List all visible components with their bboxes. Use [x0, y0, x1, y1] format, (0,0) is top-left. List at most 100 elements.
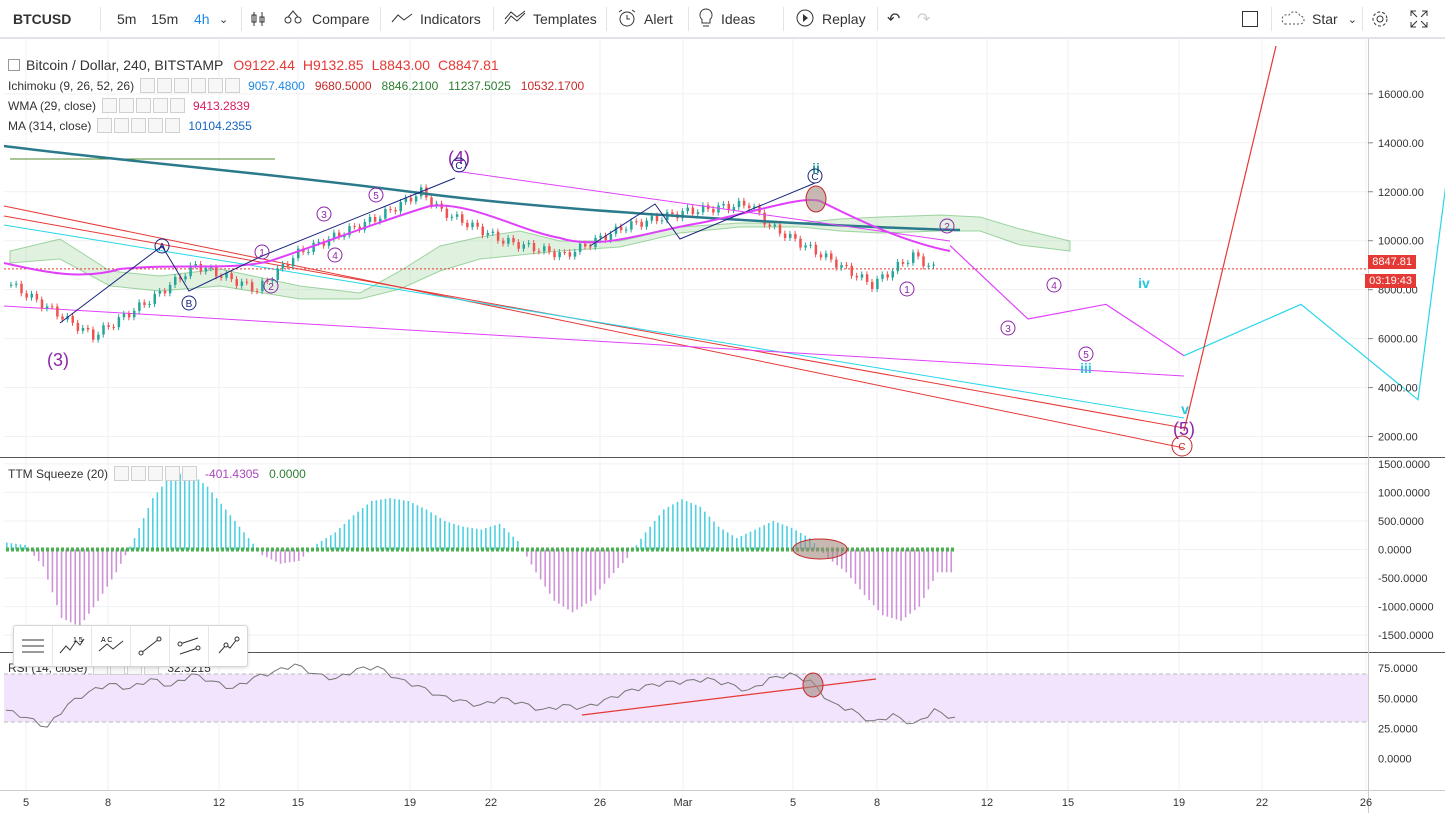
indicator-controls[interactable] — [140, 78, 242, 93]
alert-label: Alert — [644, 11, 673, 27]
series-legend: Bitcoin / Dollar, 240, BITSTAMP O9122.44… — [8, 57, 507, 73]
ttm-bar — [393, 498, 396, 550]
ttm-bar — [266, 549, 268, 558]
candle-body — [476, 222, 479, 227]
candle-body — [901, 261, 905, 264]
candle-body — [430, 197, 433, 206]
ttm-bar — [868, 549, 870, 601]
star-button[interactable]: Star ⌄ — [1279, 0, 1357, 38]
chart-area[interactable]: (3) (4) (5) ii iii iv v A B C 1 2 3 4 5 1 2 3 4 5 C C 2000.00… — [0, 38, 1445, 813]
divider — [1362, 7, 1363, 31]
candle-body — [92, 329, 95, 340]
ttm-bar — [704, 511, 706, 550]
ttm-bar — [352, 515, 355, 550]
ttm-bar — [407, 500, 410, 550]
candle-body — [327, 238, 331, 246]
candle-body — [712, 208, 715, 213]
settings-gear-icon[interactable] — [1370, 0, 1390, 38]
ttm-bar — [567, 549, 569, 610]
expand-icon[interactable] — [1410, 0, 1428, 38]
ttm-bar — [886, 549, 889, 617]
templates-button[interactable]: Templates — [504, 0, 597, 38]
alert-button[interactable]: Alert — [617, 0, 673, 38]
ttm-bar — [863, 549, 866, 596]
candle-body — [184, 276, 187, 280]
chevron-down-icon: ⌄ — [1347, 13, 1357, 26]
channel-icon[interactable] — [170, 626, 209, 666]
candle-body — [112, 326, 115, 328]
time-axis-tick: 8 — [105, 797, 111, 809]
compare-label: Compare — [312, 11, 370, 27]
candle-body — [789, 233, 792, 238]
time-axis-tick: 5 — [790, 797, 796, 809]
time-axis-tick: 5 — [23, 797, 29, 809]
wave-label: 3 — [1005, 324, 1011, 335]
candle-body — [363, 221, 367, 230]
ttm-bar — [462, 526, 464, 550]
elliott-correction-icon[interactable]: A C — [92, 626, 131, 666]
candle-body — [471, 222, 474, 228]
interval-5m[interactable]: 5m — [117, 11, 137, 27]
candle-body — [619, 226, 623, 231]
ttm-bar — [685, 501, 688, 550]
candles-icon[interactable] — [249, 0, 267, 38]
indicator-controls[interactable] — [114, 466, 199, 481]
fullscreen-square-icon[interactable] — [1241, 0, 1259, 38]
wave-label: 5 — [373, 191, 379, 202]
interval-4h[interactable]: 4h — [194, 11, 210, 27]
interval-15m[interactable]: 15m — [151, 11, 179, 27]
trend-line-icon[interactable] — [131, 626, 170, 666]
indicator-controls[interactable] — [97, 118, 182, 133]
candle-body — [532, 243, 536, 252]
candle-body — [548, 246, 551, 252]
ttm-bar — [640, 538, 642, 550]
ttm-bar — [594, 549, 597, 596]
ttm-bar — [19, 544, 22, 550]
indicator-controls[interactable] — [102, 98, 187, 113]
candle-body — [804, 245, 807, 248]
price-axis-tick: 10000.00 — [1378, 236, 1424, 248]
collapse-icon[interactable] — [8, 59, 20, 71]
ttm-bar — [371, 500, 373, 550]
chevron-down-icon[interactable]: ⌄ — [219, 13, 229, 26]
candle-body — [604, 235, 607, 240]
ttm-bar — [941, 549, 943, 573]
candle-body — [127, 313, 131, 318]
candle-body — [578, 243, 582, 252]
ttm-bar — [56, 549, 58, 606]
ttm-bar — [298, 549, 300, 561]
candle-body — [645, 220, 648, 227]
redo-icon[interactable]: ↷ — [917, 11, 931, 28]
ttm-bar — [275, 549, 277, 562]
path-icon[interactable] — [209, 626, 247, 666]
ttm-bar — [777, 522, 779, 550]
candle-body — [61, 316, 64, 320]
candle-body — [312, 242, 315, 252]
list-icon[interactable] — [14, 626, 53, 666]
ttm-bar — [672, 504, 674, 550]
wma-value: 9413.2839 — [193, 98, 250, 113]
ideas-button[interactable]: Ideas — [698, 0, 755, 38]
ttm-bar — [475, 528, 478, 550]
replay-button[interactable]: Replay — [795, 0, 866, 38]
candle-body — [753, 206, 756, 208]
ichimoku-value: 10532.1700 — [520, 78, 585, 93]
elliott-impulse-icon[interactable]: 1 5 — [53, 626, 92, 666]
candle-body — [389, 208, 392, 210]
symbol-search[interactable]: BTCUSD — [13, 11, 72, 27]
candle-body — [927, 265, 930, 267]
ttm-bar — [165, 480, 168, 550]
alarm-clock-icon — [617, 8, 637, 31]
ttm-bar — [877, 549, 880, 611]
candle-body — [174, 276, 177, 285]
time-axis-tick: 22 — [1256, 797, 1268, 809]
candle-body — [558, 252, 561, 258]
candle-body — [425, 187, 428, 198]
trend-line-cyan — [3, 224, 1185, 419]
divider — [783, 7, 784, 31]
undo-icon[interactable]: ↶ — [887, 11, 901, 28]
compare-button[interactable]: Compare — [281, 0, 370, 38]
candle-body — [163, 290, 167, 294]
indicators-button[interactable]: Indicators — [391, 0, 481, 38]
